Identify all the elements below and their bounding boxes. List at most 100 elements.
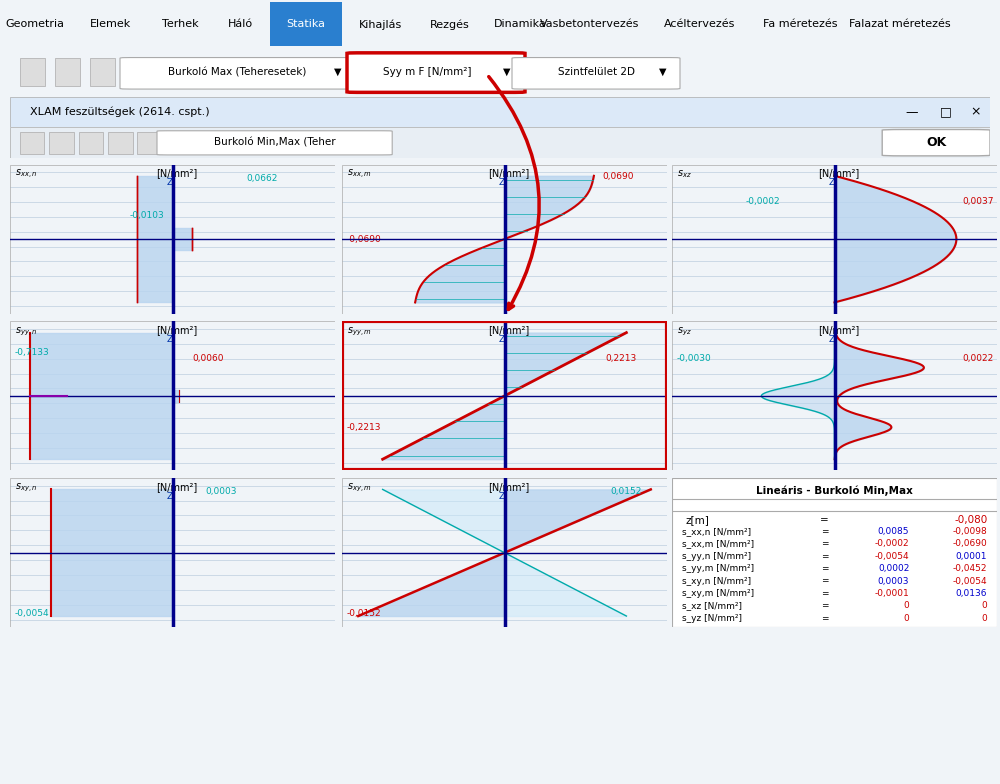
Text: Syy m F [N/mm²]: Syy m F [N/mm²] [383, 67, 471, 77]
Text: Terhek: Terhek [162, 20, 198, 29]
Text: 0,0002: 0,0002 [878, 564, 909, 573]
Bar [55, 58, 80, 86]
Text: z[m]: z[m] [685, 515, 709, 524]
Text: -0,0030: -0,0030 [677, 354, 712, 363]
Text: Szintfelület 2D: Szintfelület 2D [558, 67, 635, 77]
Text: [N/mm²]: [N/mm²] [156, 325, 198, 336]
Text: -0,0690: -0,0690 [953, 539, 987, 549]
Text: $s_{yz}$: $s_{yz}$ [677, 325, 692, 338]
Text: 0,0060: 0,0060 [192, 354, 224, 363]
Text: OK: OK [926, 136, 946, 149]
Text: s_xx,m [N/mm²]: s_xx,m [N/mm²] [682, 539, 754, 549]
FancyBboxPatch shape [512, 57, 680, 89]
Text: 0,0085: 0,0085 [878, 527, 909, 536]
Text: s_yy,n [N/mm²]: s_yy,n [N/mm²] [682, 552, 751, 561]
Text: -0,0002: -0,0002 [745, 198, 780, 206]
Text: =: = [821, 527, 828, 536]
Text: Burkoló Min,Max (Teher: Burkoló Min,Max (Teher [214, 138, 335, 147]
Text: 0: 0 [904, 614, 909, 622]
Text: $s_{xz}$: $s_{xz}$ [677, 169, 692, 180]
Text: =: = [821, 539, 828, 549]
Text: -0,0152: -0,0152 [347, 609, 382, 619]
Text: [N/mm²]: [N/mm²] [156, 169, 198, 179]
Text: Acéltervezés: Acéltervezés [664, 20, 736, 29]
Text: $s_{yy,n}$: $s_{yy,n}$ [15, 325, 37, 338]
Text: 0: 0 [982, 614, 987, 622]
Text: =: = [821, 589, 828, 598]
Text: $s_{xx,n}$: $s_{xx,n}$ [15, 169, 37, 181]
Text: $s_{xy,m}$: $s_{xy,m}$ [347, 482, 372, 495]
Text: Háló: Háló [227, 20, 253, 29]
FancyBboxPatch shape [157, 131, 392, 155]
Text: $s_{xx,m}$: $s_{xx,m}$ [347, 169, 372, 181]
Text: 0,2213: 0,2213 [605, 354, 637, 363]
Text: ×: × [970, 106, 981, 118]
Text: Z: Z [166, 492, 172, 501]
Text: 0: 0 [904, 601, 909, 610]
Text: Kihajlás: Kihajlás [358, 19, 402, 30]
Text: s_xy,m [N/mm²]: s_xy,m [N/mm²] [682, 589, 754, 598]
Text: 0: 0 [982, 601, 987, 610]
Text: -0,080: -0,080 [954, 515, 987, 524]
Text: s_yy,m [N/mm²]: s_yy,m [N/mm²] [682, 564, 754, 573]
Text: -0,0098: -0,0098 [953, 527, 987, 536]
Text: 0,0003: 0,0003 [878, 576, 909, 586]
Text: Z: Z [498, 178, 504, 187]
FancyBboxPatch shape [347, 53, 525, 93]
Text: Z: Z [166, 178, 172, 187]
Bar [137, 132, 162, 154]
Text: Vasbetontervezés: Vasbetontervezés [540, 20, 640, 29]
FancyBboxPatch shape [120, 57, 355, 89]
Text: ▼: ▼ [659, 67, 667, 77]
Text: Dinamika: Dinamika [494, 20, 546, 29]
Text: -0,0002: -0,0002 [875, 539, 909, 549]
Bar [90, 58, 115, 86]
Text: Z: Z [166, 335, 172, 344]
Text: ▼: ▼ [503, 67, 511, 77]
FancyBboxPatch shape [882, 129, 990, 156]
Text: Statika: Statika [287, 20, 326, 29]
Text: 0,0662: 0,0662 [247, 173, 278, 183]
Text: -0,0054: -0,0054 [15, 609, 50, 619]
Text: [N/mm²]: [N/mm²] [488, 169, 530, 179]
Text: -0,7133: -0,7133 [15, 348, 50, 358]
Text: [N/mm²]: [N/mm²] [818, 169, 860, 179]
Text: Elemek: Elemek [89, 20, 131, 29]
Text: [N/mm²]: [N/mm²] [818, 325, 860, 336]
Text: s_xy,n [N/mm²]: s_xy,n [N/mm²] [682, 576, 751, 586]
Bar [20, 58, 45, 86]
Text: -0,0690: -0,0690 [347, 234, 382, 244]
Text: -0,0103: -0,0103 [130, 211, 164, 220]
Text: [N/mm²]: [N/mm²] [488, 482, 530, 492]
Text: 0,0037: 0,0037 [962, 198, 994, 206]
Text: 0,0003: 0,0003 [206, 487, 237, 496]
Bar [20, 132, 44, 154]
Text: -0,2213: -0,2213 [347, 423, 381, 432]
Text: =: = [821, 552, 828, 561]
Text: -0,0054: -0,0054 [953, 576, 987, 586]
Text: 0,0001: 0,0001 [956, 552, 987, 561]
Text: [N/mm²]: [N/mm²] [488, 325, 530, 336]
Text: —: — [905, 106, 918, 118]
Text: Z: Z [498, 492, 504, 501]
Text: Geometria: Geometria [6, 20, 64, 29]
Text: Lineáris - Burkoló Min,Max: Lineáris - Burkoló Min,Max [756, 485, 913, 496]
Text: 0,0152: 0,0152 [610, 487, 642, 496]
Bar [270, 2, 342, 46]
Text: s_xz [N/mm²]: s_xz [N/mm²] [682, 601, 742, 610]
Text: Z: Z [498, 335, 504, 344]
Bar [49, 132, 74, 154]
Text: -0,0001: -0,0001 [875, 589, 909, 598]
Text: Rezgés: Rezgés [430, 19, 470, 30]
Text: 0,0022: 0,0022 [962, 354, 994, 363]
Bar [108, 132, 132, 154]
Text: $s_{xy,n}$: $s_{xy,n}$ [15, 482, 37, 495]
Text: 0,0136: 0,0136 [956, 589, 987, 598]
Text: 0,0690: 0,0690 [602, 172, 634, 181]
Text: =: = [821, 576, 828, 586]
Text: s_yz [N/mm²]: s_yz [N/mm²] [682, 614, 742, 622]
Text: $s_{yy,m}$: $s_{yy,m}$ [347, 325, 372, 338]
Text: s_xx,n [N/mm²]: s_xx,n [N/mm²] [682, 527, 751, 536]
Text: -0,0452: -0,0452 [953, 564, 987, 573]
Text: Z: Z [828, 335, 834, 344]
